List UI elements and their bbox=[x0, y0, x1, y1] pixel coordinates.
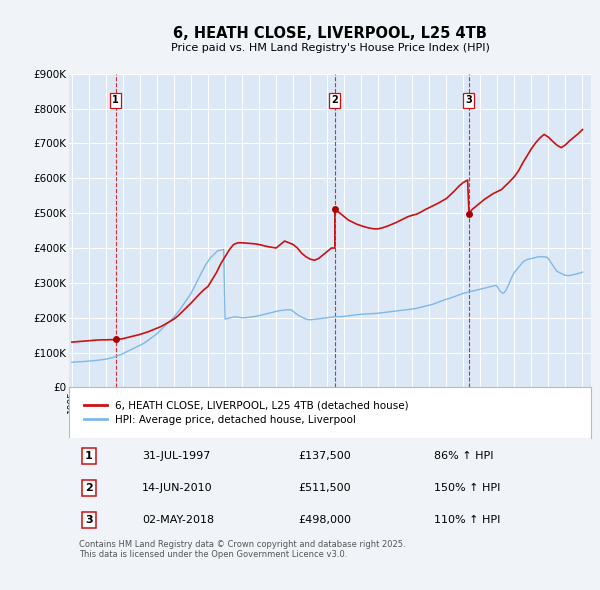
Text: 6, HEATH CLOSE, LIVERPOOL, L25 4TB: 6, HEATH CLOSE, LIVERPOOL, L25 4TB bbox=[173, 25, 487, 41]
Text: 3: 3 bbox=[466, 96, 472, 106]
Text: 150% ↑ HPI: 150% ↑ HPI bbox=[434, 483, 501, 493]
Text: 2: 2 bbox=[85, 483, 93, 493]
Text: 31-JUL-1997: 31-JUL-1997 bbox=[142, 451, 211, 461]
Text: £511,500: £511,500 bbox=[299, 483, 352, 493]
Text: 110% ↑ HPI: 110% ↑ HPI bbox=[434, 515, 501, 525]
Text: Contains HM Land Registry data © Crown copyright and database right 2025.
This d: Contains HM Land Registry data © Crown c… bbox=[79, 539, 406, 559]
Text: £498,000: £498,000 bbox=[299, 515, 352, 525]
Text: £137,500: £137,500 bbox=[299, 451, 352, 461]
Text: Price paid vs. HM Land Registry's House Price Index (HPI): Price paid vs. HM Land Registry's House … bbox=[170, 44, 490, 53]
Text: 86% ↑ HPI: 86% ↑ HPI bbox=[434, 451, 494, 461]
Text: 14-JUN-2010: 14-JUN-2010 bbox=[142, 483, 213, 493]
Text: 3: 3 bbox=[85, 515, 92, 525]
Legend: 6, HEATH CLOSE, LIVERPOOL, L25 4TB (detached house), HPI: Average price, detache: 6, HEATH CLOSE, LIVERPOOL, L25 4TB (deta… bbox=[79, 396, 413, 429]
Text: 1: 1 bbox=[85, 451, 93, 461]
Text: 1: 1 bbox=[112, 96, 119, 106]
Text: 02-MAY-2018: 02-MAY-2018 bbox=[142, 515, 214, 525]
Text: 2: 2 bbox=[331, 96, 338, 106]
